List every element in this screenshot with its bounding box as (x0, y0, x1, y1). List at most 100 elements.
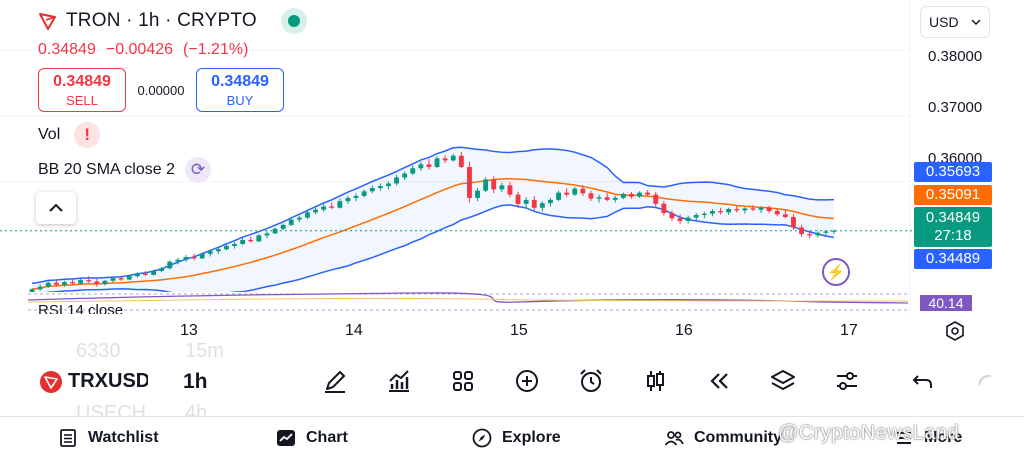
candle-body (629, 193, 634, 197)
alert-button[interactable] (576, 366, 606, 396)
grid-icon (453, 371, 473, 391)
bollinger-legend[interactable]: BB 20 SMA close 2 ⟳ (38, 157, 211, 183)
candle-body (531, 199, 537, 208)
candle-body (240, 240, 246, 244)
candle-body (604, 197, 610, 200)
symbol-title[interactable]: TRON · 1h · CRYPTO (66, 10, 257, 31)
pencil-icon (325, 371, 345, 393)
bollinger-upper-line (31, 146, 834, 285)
candlestick-icon (647, 371, 664, 391)
candle-body (823, 231, 829, 233)
chart-area[interactable]: TRON · 1h · CRYPTO 0.34849 −0.00426 (−1.… (0, 0, 1024, 345)
candle-body (467, 166, 472, 198)
price-chart[interactable] (0, 0, 1024, 345)
candle-body (701, 213, 707, 215)
volume-indicator-legend[interactable]: Vol ! (38, 122, 101, 148)
candle-body (288, 219, 294, 225)
rsi-legend[interactable]: RSI 14 close (38, 302, 124, 314)
candle-body (215, 249, 221, 252)
chart-settings-icon[interactable] (944, 320, 966, 342)
collapse-legend-button[interactable] (36, 192, 76, 224)
candle-body (361, 191, 367, 196)
buy-button[interactable]: 0.34849 BUY (196, 68, 284, 112)
currency-value: USD (929, 14, 959, 30)
candle-body (710, 211, 715, 214)
time-axis-tick: 14 (345, 322, 363, 339)
draw-tool-button[interactable] (320, 366, 350, 396)
nav-community-label: Community (694, 429, 782, 446)
candle-body (151, 270, 156, 275)
candle-body (126, 276, 132, 280)
sliders-icon (837, 372, 857, 390)
candle-body (353, 195, 359, 198)
plus-circle-icon (516, 370, 538, 392)
market-open-indicator[interactable] (280, 8, 307, 34)
layouts-button[interactable] (448, 366, 478, 396)
watermark: @CryptoNewsLand (778, 422, 960, 444)
currency-selector[interactable]: USD (920, 6, 990, 38)
nav-community[interactable]: Community (664, 428, 782, 448)
candle-body (434, 158, 440, 167)
indicators-button[interactable] (384, 366, 414, 396)
undo-button[interactable] (908, 366, 938, 396)
warning-icon[interactable]: ! (74, 122, 101, 148)
candle-body (402, 173, 408, 178)
tron-logo-icon (40, 370, 62, 393)
candle-body (750, 208, 756, 210)
rsi-value-tag: 40.14 (920, 295, 972, 311)
candle-body (296, 217, 302, 220)
sell-button[interactable]: 0.34849 SELL (38, 68, 126, 112)
candle-body (394, 177, 399, 184)
candle-body (418, 164, 424, 169)
objects-tree-button[interactable] (768, 366, 798, 396)
price-change: −0.00426 (105, 41, 174, 58)
interval-picker[interactable]: 1h (183, 370, 208, 393)
symbol-header: TRON · 1h · CRYPTO (38, 8, 307, 34)
candle-body (799, 227, 804, 235)
menu-icon (897, 432, 911, 444)
candle-body (232, 243, 237, 246)
redo-button[interactable] (972, 366, 1002, 396)
candle-body (491, 179, 497, 190)
candle-body (110, 278, 116, 281)
time-axis-tick: 13 (180, 322, 198, 339)
candle-body (53, 282, 59, 285)
ghost-symbol-prev: 6330 (76, 340, 121, 362)
nav-more[interactable]: More (894, 428, 962, 448)
time-axis-tick: 16 (675, 322, 693, 339)
candle-body (499, 185, 505, 190)
price-axis-tick: 0.37000 (928, 99, 983, 116)
lightning-icon[interactable]: ⚡ (822, 258, 850, 286)
candle-body (572, 188, 578, 195)
candle-body (118, 278, 124, 280)
bollinger-lower-line (31, 204, 835, 297)
candle-body (183, 257, 189, 260)
symbol-ticker: TRXUSD (68, 370, 148, 392)
live-dot-icon (287, 15, 300, 27)
chart-type-button[interactable] (640, 366, 670, 396)
rewind-icon (710, 373, 728, 389)
ghost-symbol-next: USECH (76, 402, 147, 416)
sell-price: 0.34849 (53, 72, 111, 90)
add-symbol-button[interactable] (512, 366, 542, 396)
candle-body (588, 193, 594, 199)
candle-body (766, 207, 772, 212)
nav-explore[interactable]: Explore (472, 428, 561, 448)
candle-body (661, 203, 667, 214)
candle-body (669, 213, 675, 219)
candle-body (718, 211, 723, 213)
replay-button[interactable] (704, 366, 734, 396)
candle-body (248, 240, 254, 242)
refresh-icon[interactable]: ⟳ (184, 157, 211, 183)
buy-label: BUY (226, 92, 254, 108)
candle-body (329, 206, 335, 208)
candle-body (815, 232, 821, 236)
candle-body (377, 186, 383, 189)
bottom-navigation: Watchlist Chart Explore Community More (0, 416, 1024, 461)
candle-body (369, 188, 375, 192)
candle-body (726, 209, 732, 213)
chart-settings-button[interactable] (832, 366, 862, 396)
symbol-picker[interactable]: TRXUSD (40, 370, 148, 393)
nav-chart[interactable]: Chart (276, 428, 348, 448)
nav-watchlist[interactable]: Watchlist (58, 428, 159, 448)
